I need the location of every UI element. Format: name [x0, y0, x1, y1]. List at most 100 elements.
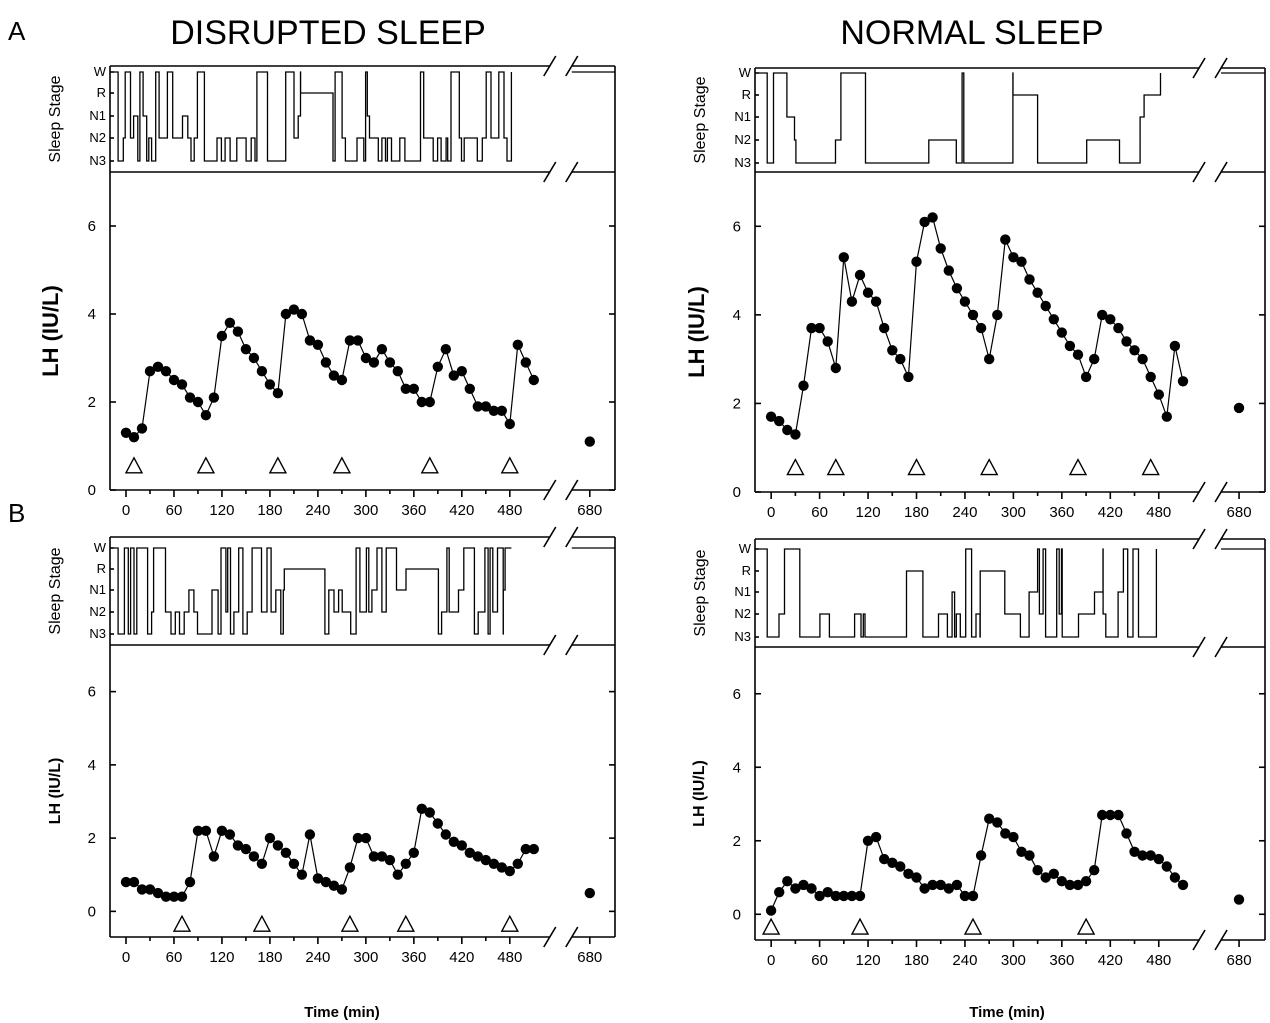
axis-break-mark: [1214, 57, 1228, 79]
lh-data-point: [424, 807, 435, 818]
x-tick-label: 480: [497, 949, 522, 966]
lh-data-point: [416, 396, 427, 408]
axis-break-mark: [543, 55, 557, 77]
axis-break-mark: [543, 926, 557, 948]
lh-data-point: [1145, 850, 1156, 861]
lh-data-point: [765, 905, 777, 916]
lh-data-point: [408, 383, 419, 394]
stimulus-marker: [332, 456, 352, 474]
lh-data-point: [1121, 336, 1132, 347]
lh-data-point: [456, 840, 467, 851]
lh-data-point: [288, 304, 300, 315]
lh-data-point: [520, 843, 531, 855]
x-tick-label: 300: [353, 949, 378, 966]
lh-data-point: [368, 851, 380, 862]
axis-break-mark: [1192, 57, 1206, 79]
x-tick-label: 240: [952, 504, 977, 521]
lh-data-point: [192, 825, 204, 836]
y-tick-label: 2: [733, 833, 741, 850]
y-tick-label: 0: [88, 903, 96, 920]
lh-data-point: [1097, 309, 1108, 321]
stage-label-n1: N1: [734, 109, 751, 124]
stimulus-marker: [1076, 917, 1096, 935]
lh-data-point: [400, 858, 411, 869]
lh-data-point: [120, 427, 132, 438]
hypnogram-trace: [114, 71, 513, 162]
stage-label-r: R: [742, 563, 751, 578]
hypnogram-axis-label: Sleep Stage: [47, 75, 64, 162]
lh-data-point: [806, 883, 817, 894]
lh-data-point: [1169, 872, 1181, 883]
y-tick-label: 6: [733, 218, 741, 235]
x-tick-label: 0: [767, 952, 775, 969]
lh-data-point: [1105, 809, 1116, 821]
lh-data-point: [200, 825, 212, 836]
lh-data-point: [296, 869, 308, 880]
y-tick-label: 2: [88, 830, 96, 847]
lh-data-point: [504, 418, 515, 430]
axis-break-mark: [565, 479, 579, 501]
lh-data-point: [1089, 353, 1100, 365]
x-tick-label: 360: [401, 949, 426, 966]
x-tick-label: 120: [856, 504, 881, 521]
stage-label-r: R: [97, 85, 106, 100]
lh-data-point: [328, 370, 340, 381]
y-axis-label: LH (IU/L): [47, 758, 64, 825]
x-tick-label: 240: [952, 952, 977, 969]
lh-data-point: [352, 832, 364, 844]
lh-data-point: [992, 309, 1003, 321]
stimulus-marker: [500, 456, 519, 474]
stage-label-w: W: [739, 65, 752, 80]
lh-data-point: [1169, 340, 1181, 352]
stage-label-r: R: [97, 561, 106, 576]
row-label-b: B: [8, 498, 25, 528]
lh-data-point: [232, 326, 244, 337]
stimulus-marker: [761, 917, 781, 935]
lh-data-point: [448, 370, 459, 381]
stimulus-marker: [963, 917, 983, 935]
stimulus-marker: [1068, 458, 1088, 476]
y-tick-label: 4: [733, 307, 741, 324]
lh-data-point: [472, 401, 483, 412]
lh-data-point: [392, 869, 403, 880]
lh-data-point: [943, 265, 954, 276]
lh-data-point: [1040, 872, 1051, 883]
lh-data-point: [496, 405, 507, 416]
axis-break-mark: [1214, 481, 1228, 503]
lh-data-point: [887, 345, 898, 356]
lh-data-point: [1080, 876, 1092, 887]
lh-data-point: [584, 436, 595, 447]
lh-data-point: [496, 862, 507, 873]
lh-data-point: [184, 392, 196, 403]
lh-data-point: [975, 322, 987, 334]
lh-data-point: [895, 861, 906, 872]
stimulus-marker: [340, 914, 360, 932]
y-axis-label: LH (IU/L): [691, 760, 708, 827]
lh-data-point: [1177, 879, 1189, 891]
hypnogram-trace: [114, 547, 512, 635]
axis-break-mark: [543, 526, 557, 548]
lh-data-point: [1145, 371, 1156, 383]
lh-data-point: [248, 851, 260, 862]
lh-data-point: [1097, 809, 1108, 821]
stimulus-marker: [124, 456, 144, 474]
stimulus-marker: [500, 914, 519, 932]
lh-data-point: [384, 357, 396, 368]
lh-data-point: [144, 366, 156, 377]
axis-break-mark: [1214, 929, 1228, 951]
lh-data-point: [416, 803, 427, 814]
lh-data-point: [200, 410, 212, 421]
lh-data-point: [208, 851, 220, 862]
lh-data-point: [975, 850, 987, 861]
x-tick-label: 60: [166, 949, 183, 966]
axis-break-mark: [1192, 929, 1206, 951]
lh-data-point: [903, 868, 914, 879]
x-tick-label: 180: [904, 504, 929, 521]
x-tick-label: 60: [811, 952, 828, 969]
lh-data-point: [862, 835, 874, 846]
stimulus-marker: [826, 458, 845, 476]
lh-data-point: [919, 216, 930, 228]
lh-data-point: [951, 879, 963, 891]
x-tick-label: 420: [1098, 504, 1123, 521]
